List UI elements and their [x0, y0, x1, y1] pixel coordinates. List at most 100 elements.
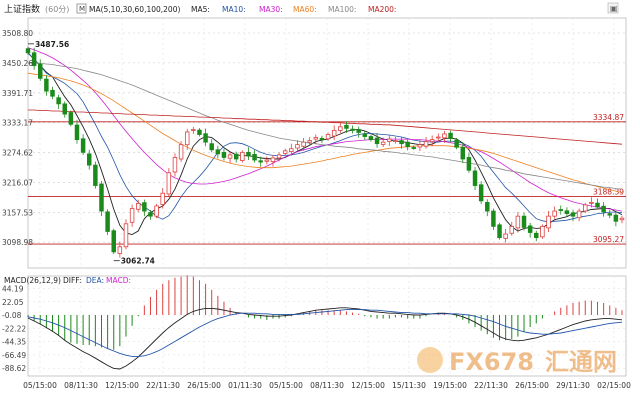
- macd-tick-label: -66.49: [2, 351, 26, 360]
- candle-down: [607, 213, 612, 216]
- gridlines: [27, 17, 627, 377]
- candle-up: [282, 150, 288, 154]
- macd-tick-label: -22.22: [2, 324, 26, 333]
- candle-down: [209, 143, 214, 151]
- candle-down: [491, 210, 496, 227]
- candle-down: [50, 89, 55, 97]
- ma200-label: MA200:: [368, 5, 396, 14]
- candle-down: [570, 212, 576, 217]
- indicator-settings-icon[interactable]: [76, 3, 87, 14]
- candle-down: [252, 153, 257, 161]
- price-axis-ticks: 3508.80 3450.26 3391.71 3333.17 3274.62 3216.…: [2, 29, 33, 247]
- candle-down: [405, 141, 410, 148]
- candle-down: [148, 212, 153, 217]
- price-tick-label: 3098.98: [2, 238, 33, 247]
- candle-down: [221, 151, 227, 158]
- candle-up: [154, 205, 159, 217]
- svg-text:▣: ▣: [610, 4, 618, 13]
- macd-title: MACD(26,12,9): [4, 276, 61, 285]
- macd-tick-label: -44.35: [2, 338, 26, 347]
- candle-up: [515, 215, 521, 229]
- candle-up: [583, 204, 588, 212]
- candle-down: [344, 124, 349, 129]
- candle-up: [380, 141, 386, 145]
- candle-up: [546, 215, 551, 229]
- candle-up: [576, 210, 582, 219]
- period-label: (60分): [45, 5, 69, 14]
- time-tick-label: 15/11:30: [392, 381, 426, 390]
- candle-down: [62, 103, 67, 115]
- macd-tick-label: -88.62: [2, 364, 26, 373]
- close-icon[interactable]: ▣: [607, 2, 619, 14]
- candle-down: [448, 132, 453, 139]
- candle-down: [74, 124, 80, 140]
- macd-lines: [27, 307, 623, 370]
- price-tick-label: 3274.62: [2, 149, 33, 158]
- candle-down: [99, 183, 104, 212]
- macd-tick-label: -0.08: [2, 311, 22, 320]
- candle-down: [362, 133, 368, 137]
- candle-up: [393, 140, 398, 143]
- candle-up: [129, 208, 135, 223]
- macd-tick-label: 44.19: [2, 284, 24, 293]
- candle-up: [276, 154, 282, 159]
- candle-down: [44, 78, 49, 92]
- level-label: 3334.87: [593, 113, 624, 122]
- macd-tick-label: 22.05: [2, 298, 24, 307]
- candle-up: [191, 128, 196, 131]
- time-tick-label: 05/15:00: [269, 381, 303, 390]
- index-title: 上证指数: [4, 3, 40, 15]
- candle-up: [589, 201, 594, 204]
- candle-down: [558, 209, 564, 211]
- ma60-line: [27, 72, 623, 194]
- ma200-line: [28, 109, 623, 145]
- candle-down: [460, 146, 466, 160]
- chart-header: 上证指数 (60分) M MA(5,10,30,60,100,200) MA5:…: [4, 2, 619, 15]
- candle-up: [264, 159, 270, 162]
- candle-down: [534, 232, 539, 239]
- candle-up: [270, 157, 276, 162]
- time-tick-label: 05/15:00: [23, 381, 57, 390]
- candle-up: [338, 126, 343, 131]
- macd-histogram: [27, 275, 623, 350]
- ma-params-label: MA(5,10,30,60,100,200): [89, 5, 180, 14]
- candle-down: [411, 147, 417, 149]
- candle-up: [178, 144, 184, 160]
- time-tick-label: 22/11:30: [474, 381, 508, 390]
- candle-down: [38, 63, 43, 79]
- ma5-label: MA5:: [191, 5, 210, 14]
- candle-up: [442, 133, 447, 139]
- time-tick-label: 19/15:00: [433, 381, 467, 390]
- candle-down: [613, 214, 619, 222]
- ma100-line: [28, 62, 623, 190]
- time-tick-label: 12/15:00: [105, 381, 139, 390]
- candle-down: [478, 184, 484, 202]
- candle-up: [295, 144, 300, 149]
- candle-up: [552, 210, 557, 217]
- candle-down: [374, 137, 380, 145]
- price-tick-label: 3450.26: [2, 59, 33, 68]
- candle-up: [387, 138, 392, 142]
- candle-down: [527, 225, 533, 233]
- candle-down: [350, 128, 355, 131]
- candle-down: [319, 137, 325, 140]
- candle-up: [135, 202, 141, 210]
- candle-down: [203, 133, 208, 143]
- candle-up: [619, 217, 625, 221]
- level-label: 3095.27: [593, 235, 624, 244]
- macd-header: MACD(26,12,9) DIFF: DEA: MACD:: [4, 276, 131, 285]
- diff-label: DIFF:: [63, 276, 82, 285]
- candle-down: [497, 224, 502, 239]
- watermark-brand: FX678: [449, 348, 534, 376]
- support-resistance-lines: 3334.87 3188.39 3095.27: [28, 113, 626, 245]
- time-tick-label: 22/11:30: [146, 381, 180, 390]
- high-label: 3487.56: [35, 40, 69, 49]
- low-label: 3062.74: [121, 257, 155, 266]
- candle-up: [423, 141, 429, 147]
- candle-down: [356, 129, 361, 133]
- indicator-settings-glyph: M: [79, 5, 85, 13]
- candle-down: [142, 202, 147, 212]
- price-annotations: 3487.56 3062.74: [28, 40, 155, 266]
- candle-down: [454, 139, 459, 148]
